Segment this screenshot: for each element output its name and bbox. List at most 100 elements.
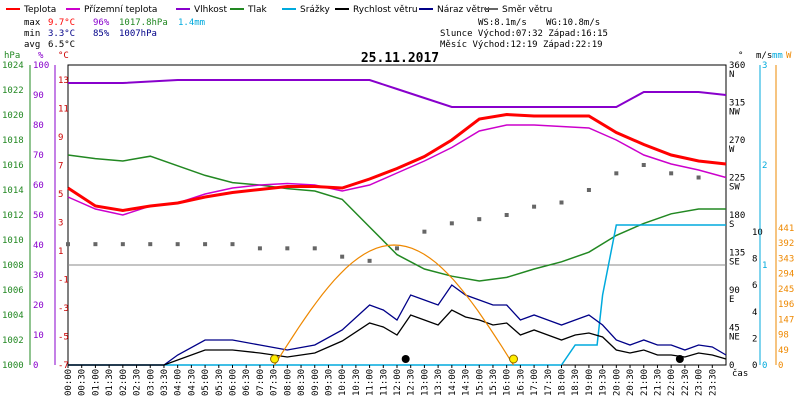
- temp-tick: 9: [58, 133, 63, 143]
- axes: 1024102210201018101610141012101010081006…: [2, 61, 794, 371]
- x-tick-label: 05:00: [201, 369, 211, 396]
- stats-max-hum: 96%: [93, 18, 110, 28]
- wind-tick: 4: [752, 308, 757, 318]
- x-tick-label: 16:30: [516, 369, 526, 396]
- x-tick-label: 11:00: [366, 369, 376, 396]
- chart-title: 25.11.2017: [361, 51, 439, 66]
- axis-unit-label: hPa: [4, 51, 20, 61]
- dir-letter: W: [729, 145, 735, 155]
- info-moon: Měsíc Východ:12:19 Západ:22:19: [440, 40, 603, 50]
- wind-tick: 8: [752, 255, 757, 265]
- x-tick-label: 14:00: [448, 369, 458, 396]
- wind-direction-point: [449, 221, 454, 226]
- axis-unit-label: °: [738, 51, 743, 61]
- info-wg: WG:10.8m/s: [546, 18, 600, 28]
- wind-direction-point: [285, 246, 290, 251]
- press-tick: 1022: [2, 86, 24, 96]
- x-tick-label: 07:30: [270, 369, 280, 396]
- dir-letter: SW: [729, 183, 740, 193]
- dir-letter: S: [729, 220, 734, 230]
- x-tick-label: 06:00: [229, 369, 239, 396]
- x-tick-label: 18:00: [558, 369, 568, 396]
- wind-direction-point: [203, 242, 208, 247]
- hum-tick: 50: [33, 211, 44, 221]
- rain-tick: 0: [762, 361, 767, 371]
- dir-tick: 360: [729, 61, 745, 71]
- gust-line: [68, 284, 727, 366]
- temp-tick: 5: [58, 190, 63, 200]
- dir-letter: E: [729, 295, 734, 305]
- rad-tick: 245: [778, 285, 794, 295]
- x-tick-label: 07:00: [256, 369, 266, 396]
- legend-label: Srážky: [300, 5, 331, 15]
- rad-tick: 196: [778, 300, 794, 310]
- x-tick-label: 06:30: [242, 369, 252, 396]
- legend-label: Teplota: [23, 5, 56, 15]
- wind-direction-point: [559, 200, 564, 205]
- rad-tick: 98: [778, 331, 789, 341]
- press-tick: 1004: [2, 311, 24, 321]
- wind-direction-point: [367, 258, 372, 263]
- x-axis-label: čas: [732, 368, 748, 379]
- x-tick-label: 21:00: [640, 369, 650, 396]
- stats-min-hum: 85%: [93, 29, 110, 39]
- wind-tick: 2: [752, 334, 757, 344]
- x-tick-label: 13:00: [420, 369, 430, 396]
- stats-min-press: 1007hPa: [119, 29, 157, 39]
- press-tick: 1018: [2, 136, 24, 146]
- x-tick-label: 23:00: [695, 369, 705, 396]
- temperature-line: [67, 112, 727, 213]
- axis-unit-label: m/s: [756, 51, 772, 61]
- press-tick: 1012: [2, 211, 24, 221]
- temp-tick: 1: [58, 247, 63, 257]
- temp-tick: 11: [58, 105, 69, 115]
- legend-label: Směr větru: [502, 5, 552, 15]
- dir-tick: 90: [729, 286, 740, 296]
- press-tick: 1008: [2, 261, 24, 271]
- stats-min-label: min: [24, 29, 40, 39]
- press-tick: 1000: [2, 361, 24, 371]
- x-tick-label: 14:30: [462, 369, 472, 396]
- wind-direction-point: [669, 171, 674, 176]
- legend-label: Tlak: [247, 5, 268, 15]
- dir-letter: NW: [729, 108, 740, 118]
- x-tick-label: 05:30: [215, 369, 225, 396]
- x-tick-label: 21:30: [653, 369, 663, 396]
- stats-max-rain: 1.4mm: [178, 18, 205, 28]
- hum-tick: 10: [33, 331, 44, 341]
- x-tick-label: 04:30: [187, 369, 197, 396]
- stats-max-label: max: [24, 18, 41, 28]
- x-tick-label: 20:00: [612, 369, 622, 396]
- press-tick: 1010: [2, 236, 24, 246]
- rain-tick: 2: [762, 161, 767, 171]
- x-tick-label: 08:00: [283, 369, 293, 396]
- hum-tick: 30: [33, 271, 44, 281]
- axis-units: hPa% °C ° m/s mm W: [4, 51, 792, 61]
- dir-tick: 135: [729, 249, 745, 259]
- x-tick-label: 08:30: [297, 369, 307, 396]
- x-tick-label: 22:00: [667, 369, 677, 396]
- press-tick: 1020: [2, 111, 24, 121]
- rad-tick: 392: [778, 239, 794, 249]
- legend-label: Vlhkost: [194, 5, 227, 15]
- x-tick-label: 12:30: [407, 369, 417, 396]
- rad-tick: 441: [778, 224, 794, 234]
- x-tick-label: 01:00: [91, 369, 101, 396]
- x-tick-label: 19:30: [599, 369, 609, 396]
- x-tick-label: 02:30: [133, 369, 143, 396]
- dir-tick: 225: [729, 174, 745, 184]
- wind-direction-point: [504, 213, 509, 217]
- wind-direction-point: [120, 242, 125, 247]
- x-tick-label: 17:00: [530, 369, 540, 396]
- wind-direction-point: [696, 175, 701, 180]
- temp-tick: -3: [58, 304, 69, 314]
- axis-unit-label: W: [786, 51, 792, 61]
- wind-direction-point: [641, 163, 646, 167]
- axis-unit-label: °C: [58, 51, 69, 61]
- rad-tick: 0: [778, 361, 783, 371]
- x-tick-label: 12:00: [393, 369, 403, 396]
- x-tick-label: 20:30: [626, 369, 636, 396]
- dir-letter: N: [729, 70, 734, 80]
- stats-min-temp: 3.3°C: [48, 29, 75, 39]
- x-tick-label: 09:30: [324, 369, 334, 396]
